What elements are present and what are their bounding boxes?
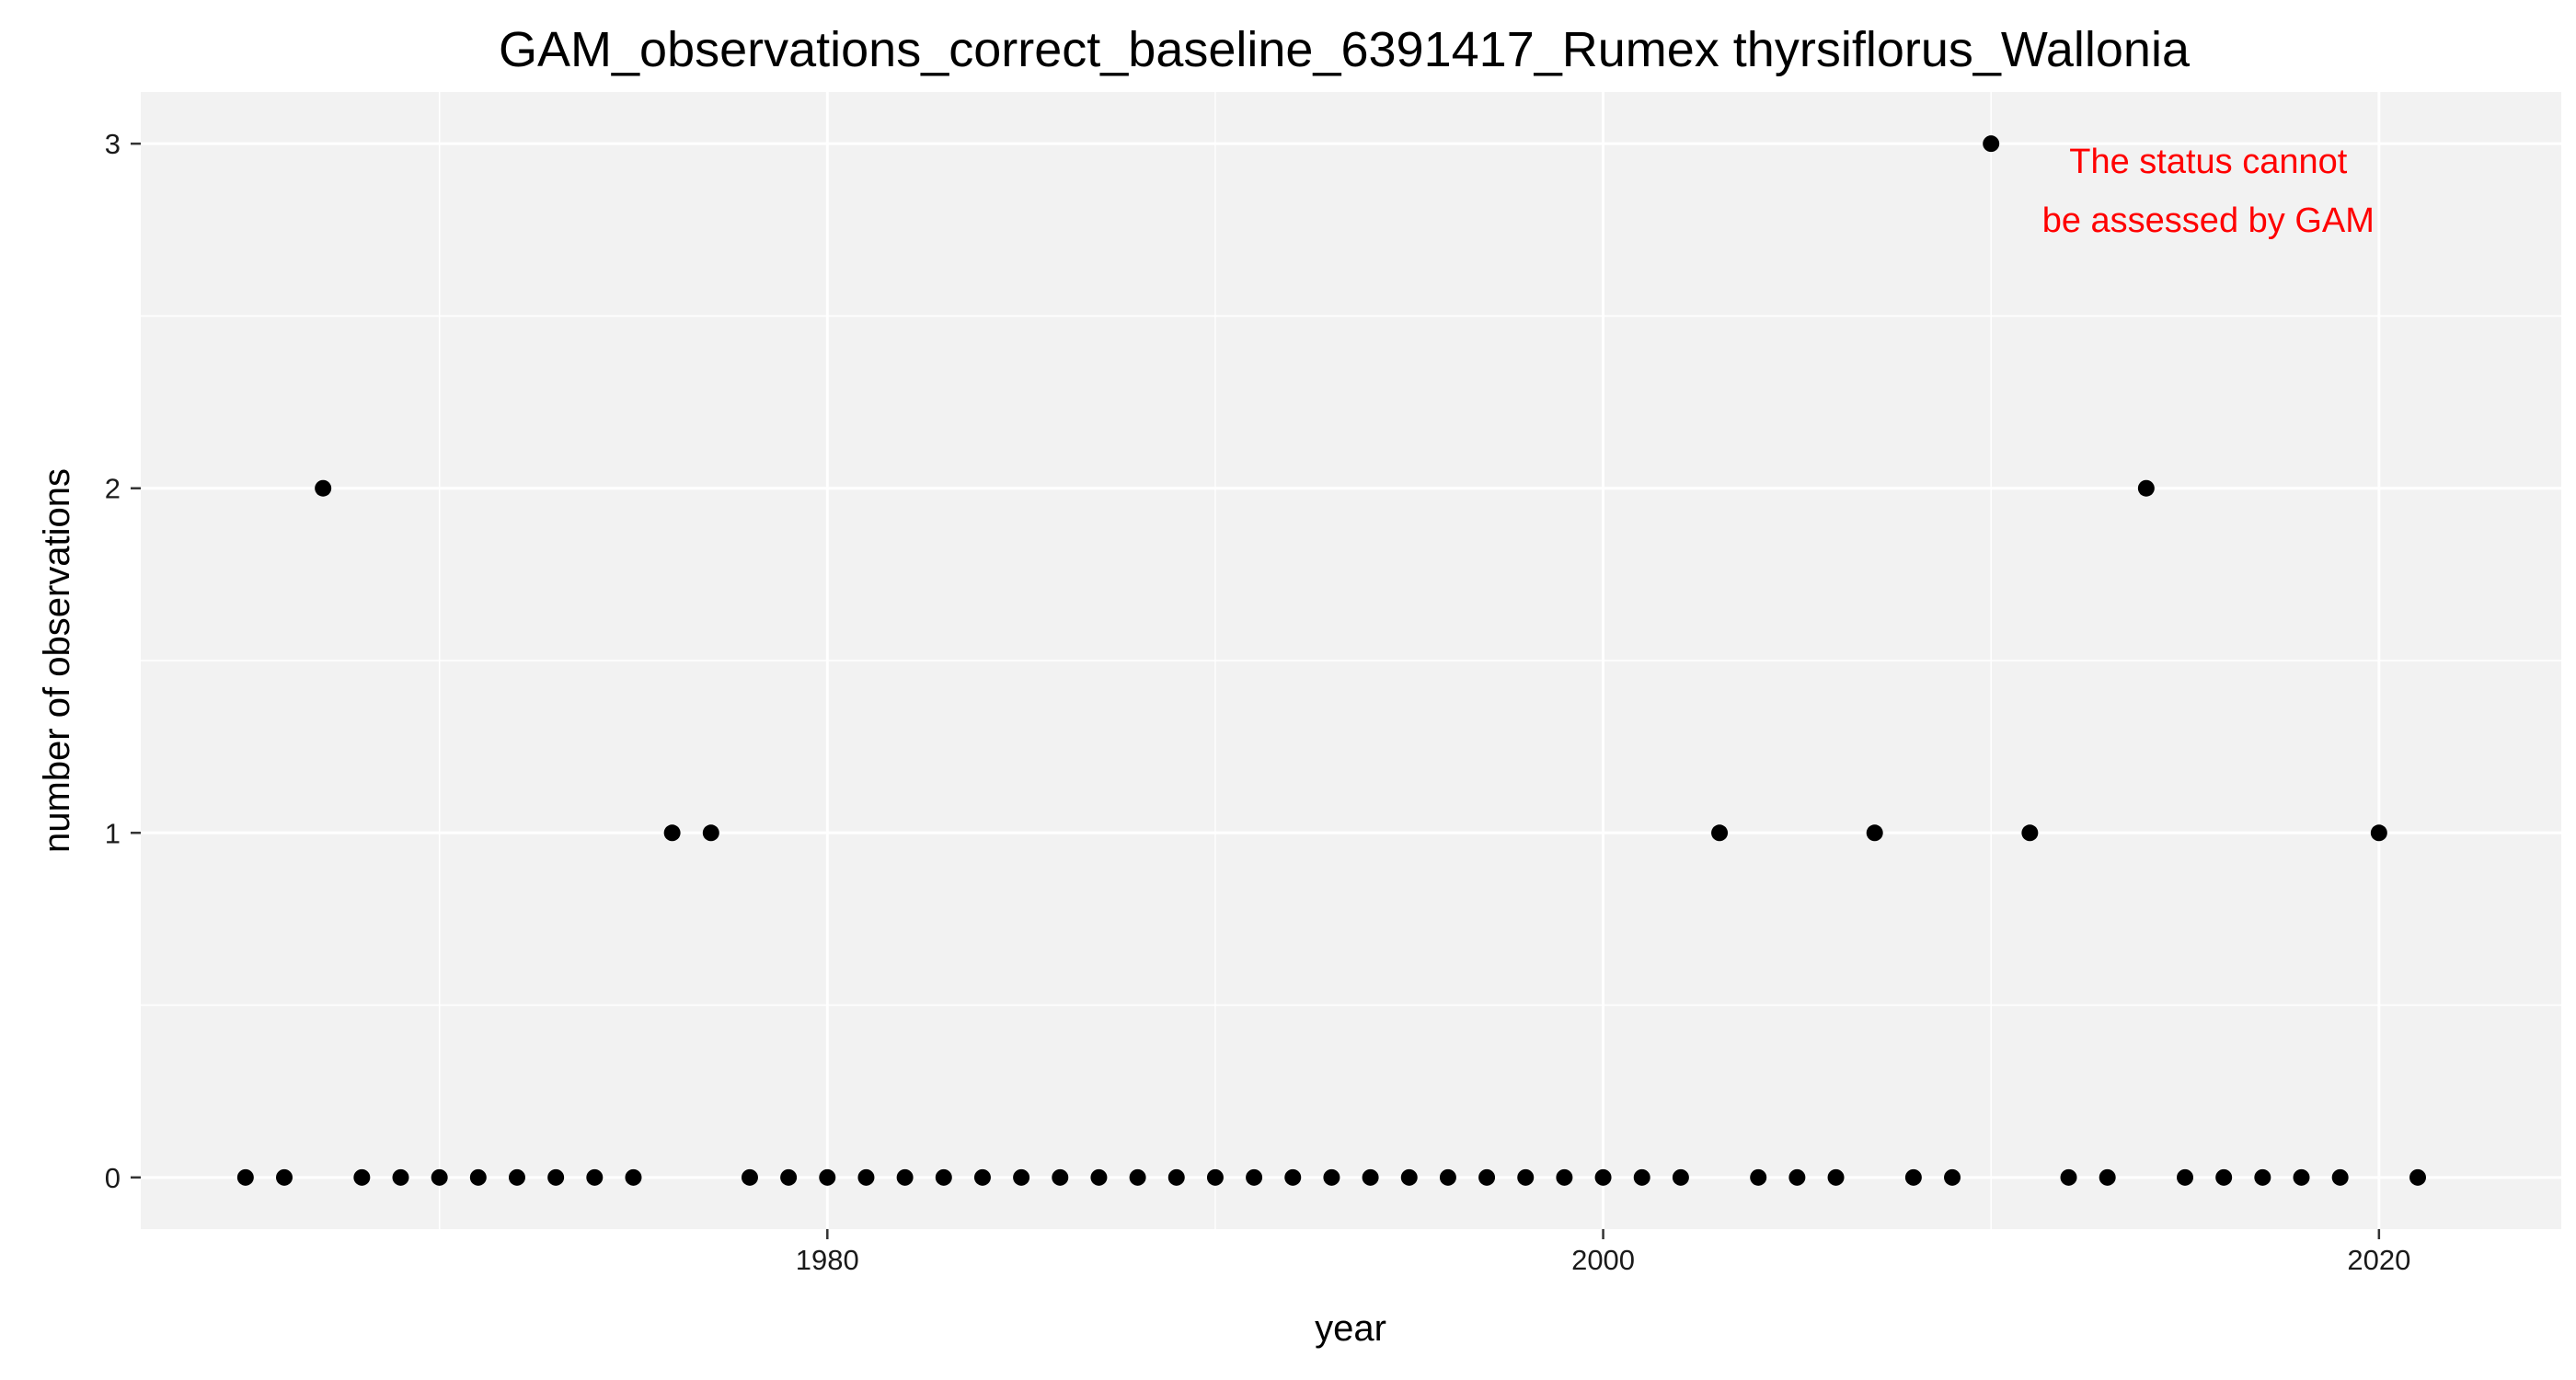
data-point bbox=[1090, 1168, 1108, 1186]
data-point bbox=[1672, 1168, 1689, 1186]
data-point bbox=[1750, 1168, 1767, 1186]
data-point bbox=[1983, 135, 2000, 153]
data-point bbox=[2021, 824, 2039, 842]
data-point bbox=[1400, 1168, 1418, 1186]
data-point bbox=[2060, 1168, 2077, 1186]
data-point bbox=[1323, 1168, 1340, 1186]
data-point bbox=[663, 824, 681, 842]
data-point bbox=[353, 1168, 371, 1186]
data-point bbox=[1478, 1168, 1496, 1186]
y-axis: 0 1 2 3 bbox=[105, 128, 141, 1194]
x-axis: 1980 2000 2020 bbox=[796, 1229, 2410, 1276]
data-point bbox=[1517, 1168, 1535, 1186]
data-point bbox=[315, 479, 332, 497]
data-point bbox=[2099, 1168, 2116, 1186]
data-point bbox=[1633, 1168, 1650, 1186]
data-point bbox=[1711, 824, 1729, 842]
data-point bbox=[1594, 1168, 1612, 1186]
data-point bbox=[236, 1168, 254, 1186]
data-point bbox=[1827, 1168, 1845, 1186]
y-tick-label: 3 bbox=[105, 128, 121, 160]
y-axis-title: number of observations bbox=[37, 468, 77, 853]
data-point bbox=[469, 1168, 487, 1186]
data-point bbox=[2409, 1168, 2426, 1186]
data-point bbox=[1052, 1168, 1069, 1186]
data-point bbox=[973, 1168, 991, 1186]
data-points bbox=[236, 135, 2426, 1186]
grid-lines bbox=[141, 92, 2561, 1229]
data-point bbox=[1206, 1168, 1224, 1186]
data-point bbox=[2370, 824, 2387, 842]
data-point bbox=[547, 1168, 565, 1186]
data-point bbox=[741, 1168, 758, 1186]
data-point bbox=[935, 1168, 952, 1186]
data-point bbox=[2137, 479, 2155, 497]
chart-title: GAM_observations_correct_baseline_639141… bbox=[499, 22, 2191, 77]
data-point bbox=[702, 824, 719, 842]
data-point bbox=[1866, 824, 1883, 842]
status-annotation: The status cannot be assessed by GAM bbox=[2042, 143, 2375, 240]
data-point bbox=[1129, 1168, 1146, 1186]
data-point bbox=[431, 1168, 448, 1186]
data-point bbox=[2293, 1168, 2310, 1186]
y-tick-label: 0 bbox=[105, 1162, 121, 1194]
data-point bbox=[1788, 1168, 1806, 1186]
annotation-line: The status cannot bbox=[2069, 143, 2348, 181]
data-point bbox=[2177, 1168, 2194, 1186]
data-point bbox=[1246, 1168, 1263, 1186]
x-tick-label: 1980 bbox=[796, 1244, 859, 1276]
data-point bbox=[508, 1168, 525, 1186]
data-point bbox=[1556, 1168, 1573, 1186]
data-point bbox=[1362, 1168, 1379, 1186]
x-tick-label: 2020 bbox=[2347, 1244, 2410, 1276]
data-point bbox=[2331, 1168, 2349, 1186]
data-point bbox=[392, 1168, 409, 1186]
data-point bbox=[1167, 1168, 1185, 1186]
data-point bbox=[2254, 1168, 2271, 1186]
annotation-line: be assessed by GAM bbox=[2042, 201, 2375, 240]
x-axis-title: year bbox=[1315, 1308, 1386, 1349]
data-point bbox=[819, 1168, 836, 1186]
data-point bbox=[857, 1168, 875, 1186]
data-point bbox=[1284, 1168, 1302, 1186]
data-point bbox=[1439, 1168, 1456, 1186]
data-point bbox=[625, 1168, 642, 1186]
data-point bbox=[780, 1168, 798, 1186]
y-tick-label: 2 bbox=[105, 473, 121, 505]
data-point bbox=[2215, 1168, 2233, 1186]
data-point bbox=[896, 1168, 914, 1186]
x-tick-label: 2000 bbox=[1571, 1244, 1635, 1276]
data-point bbox=[1944, 1168, 1961, 1186]
y-tick-label: 1 bbox=[105, 817, 121, 849]
data-point bbox=[1904, 1168, 1922, 1186]
data-point bbox=[586, 1168, 604, 1186]
data-point bbox=[1013, 1168, 1030, 1186]
data-point bbox=[276, 1168, 293, 1186]
